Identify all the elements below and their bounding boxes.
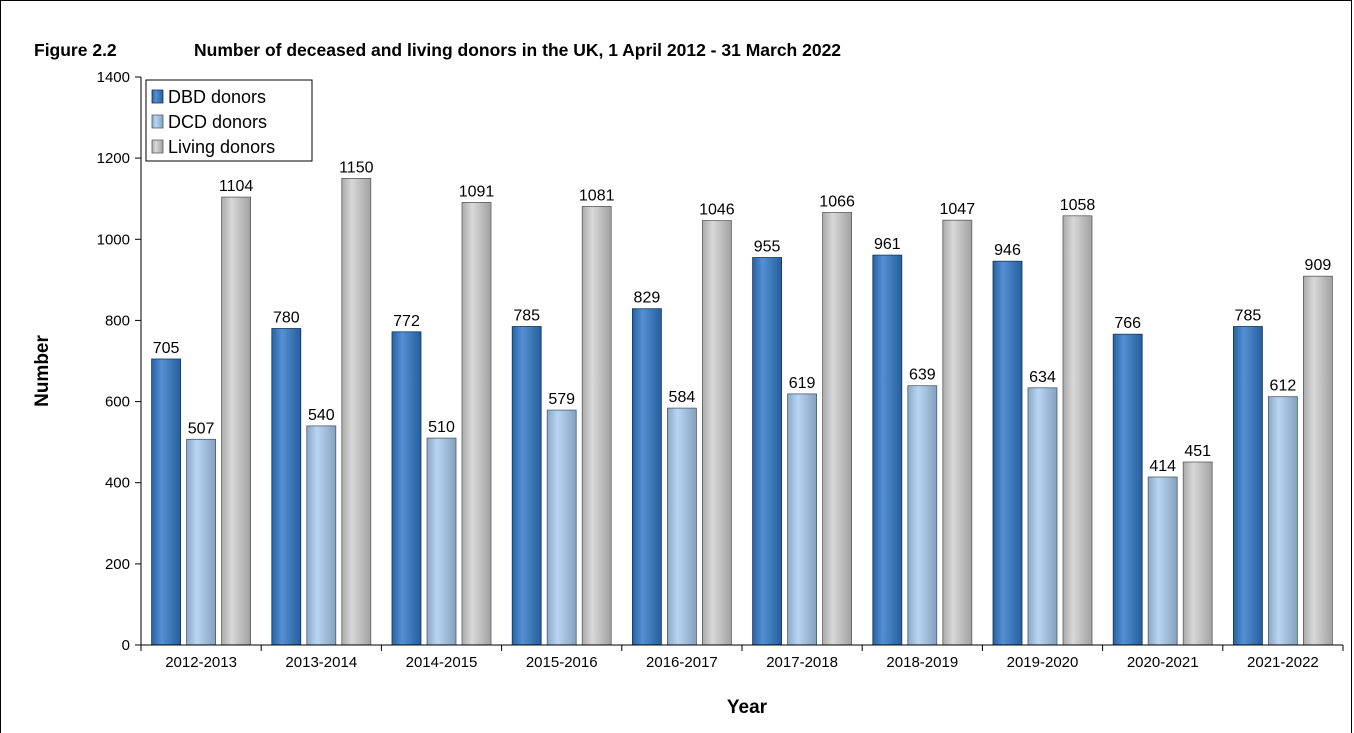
figure-title: Figure 2.2 Number of deceased and living …: [34, 40, 841, 61]
data-label-dbd-donors-2013-2014: 780: [273, 310, 300, 327]
bar-dbd-donors-2012-2013: [151, 358, 182, 646]
legend-swatch-dbd-donors: [151, 89, 164, 104]
data-label-dbd-donors-2018-2019: 961: [874, 236, 901, 253]
bar-dbd-donors-2021-2022: [1233, 326, 1263, 646]
bars-group: [151, 177, 1333, 646]
data-label-living-donors-2012-2013: 1104: [219, 178, 254, 195]
y-tick-label-1400: 1400: [97, 69, 130, 86]
data-label-living-donors-2014-2015: 1091: [459, 183, 495, 200]
bar-dcd-donors-2017-2018: [787, 393, 817, 646]
x-tick-label-2016-2017: 2016-2017: [646, 654, 718, 671]
data-label-dbd-donors-2012-2013: 705: [153, 340, 180, 357]
bar-living-donors-2016-2017: [702, 220, 732, 646]
y-axis-title: Number: [32, 335, 53, 407]
x-tick-label-2017-2018: 2017-2018: [766, 654, 838, 671]
figure-title-text: Number of deceased and living donors in …: [194, 40, 842, 60]
bar-dbd-donors-2020-2021: [1112, 333, 1143, 646]
data-label-dcd-donors-2012-2013: 507: [188, 420, 215, 437]
legend: DBD donors DCD donors Living donors: [145, 79, 313, 162]
data-label-dbd-donors-2020-2021: 766: [1114, 315, 1141, 332]
bar-living-donors-2013-2014: [341, 177, 372, 646]
axes-group: 2012-2013 2013-2014 2014-2015 2015-2016 2016…: [97, 69, 1344, 671]
y-tick-label-400: 400: [105, 475, 130, 492]
data-label-dbd-donors-2021-2022: 785: [1235, 308, 1262, 325]
data-label-dbd-donors-2017-2018: 955: [754, 239, 781, 256]
bar-living-donors-2020-2021: [1182, 461, 1213, 646]
data-label-dbd-donors-2019-2020: 946: [994, 242, 1021, 259]
x-tick-label-2020-2021: 2020-2021: [1127, 654, 1199, 671]
bar-dcd-donors-2014-2015: [426, 437, 457, 646]
bar-dbd-donors-2018-2019: [872, 254, 903, 646]
y-tick-label-800: 800: [105, 312, 130, 329]
x-tick-label-2019-2020: 2019-2020: [1007, 654, 1079, 671]
y-tick-label-0: 0: [122, 637, 130, 654]
data-label-dcd-donors-2016-2017: 584: [669, 389, 696, 406]
legend-label-dbd-donors: DBD donors: [168, 87, 266, 107]
x-tick-label-2021-2022: 2021-2022: [1247, 654, 1319, 671]
bar-living-donors-2014-2015: [461, 201, 492, 646]
x-tick-label-2013-2014: 2013-2014: [285, 654, 357, 671]
data-label-living-donors-2020-2021: 451: [1184, 443, 1211, 460]
bar-dbd-donors-2014-2015: [391, 331, 422, 646]
data-label-dcd-donors-2013-2014: 540: [308, 407, 335, 424]
data-label-dcd-donors-2015-2016: 579: [548, 391, 575, 408]
legend-label-dcd-donors: DCD donors: [168, 112, 267, 132]
data-label-dcd-donors-2019-2020: 634: [1029, 369, 1056, 386]
bar-dcd-donors-2012-2013: [186, 438, 217, 646]
data-label-dcd-donors-2020-2021: 414: [1149, 458, 1176, 475]
data-label-dbd-donors-2014-2015: 772: [393, 313, 420, 330]
bar-living-donors-2015-2016: [581, 205, 612, 646]
data-label-living-donors-2016-2017: 1046: [699, 202, 735, 219]
y-tick-label-200: 200: [105, 556, 130, 573]
data-label-dcd-donors-2021-2022: 612: [1270, 378, 1297, 395]
legend-label-living-donors: Living donors: [168, 137, 275, 157]
x-axis-title: Year: [727, 697, 768, 718]
legend-box: [145, 79, 313, 162]
bar-dbd-donors-2016-2017: [632, 308, 662, 646]
x-tick-label-2015-2016: 2015-2016: [526, 654, 598, 671]
bar-dcd-donors-2018-2019: [907, 385, 938, 646]
data-label-living-donors-2017-2018: 1066: [819, 194, 855, 211]
y-tick-label-1000: 1000: [97, 231, 130, 248]
y-tick-label-600: 600: [105, 394, 130, 411]
data-label-living-donors-2019-2020: 1058: [1060, 197, 1096, 214]
data-label-living-donors-2013-2014: 1150: [339, 159, 374, 176]
data-label-dcd-donors-2018-2019: 639: [909, 367, 936, 384]
bar-living-donors-2019-2020: [1062, 215, 1093, 646]
data-label-dcd-donors-2017-2018: 619: [789, 375, 816, 392]
bar-dcd-donors-2019-2020: [1027, 387, 1058, 646]
bar-dcd-donors-2015-2016: [546, 409, 577, 646]
x-tick-label-2018-2019: 2018-2019: [886, 654, 958, 671]
bar-dbd-donors-2013-2014: [271, 328, 302, 646]
bar-dbd-donors-2015-2016: [511, 326, 542, 646]
legend-swatch-dcd-donors: [151, 114, 164, 129]
bar-dcd-donors-2021-2022: [1268, 396, 1298, 646]
x-tick-label-2014-2015: 2014-2015: [406, 654, 478, 671]
legend-swatch-living-donors: [151, 139, 164, 154]
bar-living-donors-2012-2013: [221, 196, 252, 646]
data-label-living-donors-2015-2016: 1081: [579, 187, 615, 204]
figure-number: Figure 2.2: [34, 40, 117, 60]
bar-dcd-donors-2016-2017: [667, 407, 697, 646]
data-label-dcd-donors-2014-2015: 510: [428, 419, 455, 436]
data-label-dbd-donors-2016-2017: 829: [634, 290, 661, 307]
y-tick-label-1200: 1200: [97, 150, 130, 167]
data-label-living-donors-2021-2022: 909: [1305, 257, 1332, 274]
bar-dbd-donors-2019-2020: [992, 260, 1023, 646]
data-label-living-donors-2018-2019: 1047: [940, 201, 976, 218]
bar-dbd-donors-2017-2018: [752, 257, 782, 646]
x-tick-label-2012-2013: 2012-2013: [165, 654, 237, 671]
bar-dcd-donors-2020-2021: [1147, 476, 1178, 646]
bar-living-donors-2021-2022: [1303, 275, 1333, 646]
data-labels-group: 705 507 1104 780 540 1150 772 510 1091 785 579 1081…: [153, 159, 1332, 475]
bar-living-donors-2018-2019: [942, 219, 973, 646]
bar-living-donors-2017-2018: [822, 212, 852, 646]
data-label-dbd-donors-2015-2016: 785: [513, 308, 540, 325]
bar-dcd-donors-2013-2014: [306, 425, 337, 646]
